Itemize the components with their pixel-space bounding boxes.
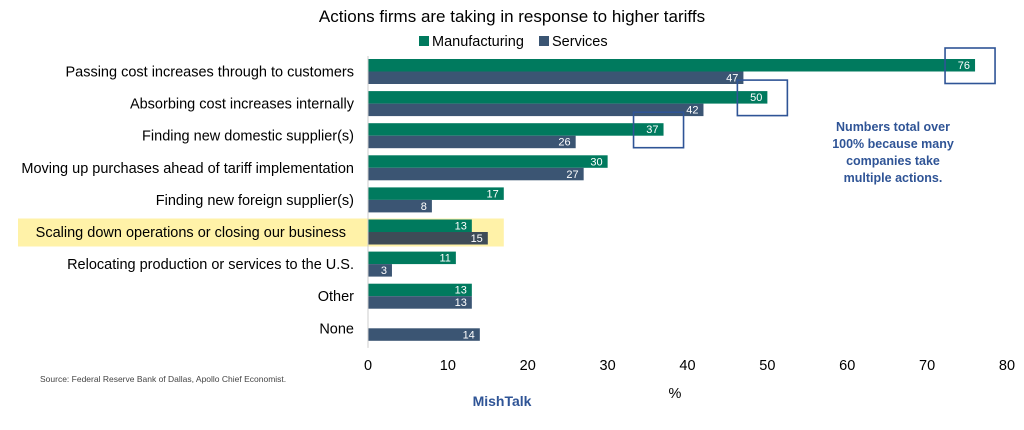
category-label-other: Other — [318, 289, 354, 305]
x-axis-label: % — [669, 386, 682, 402]
bar-value-services-scaling-down-operations-or-closing-our-business: 15 — [471, 233, 483, 245]
category-label-none: None — [319, 321, 354, 337]
bar-value-services-relocating-production-or-services-to-the-u-s: 3 — [381, 265, 387, 277]
x-tick-label: 70 — [919, 358, 935, 374]
legend-label-services: Services — [552, 34, 608, 50]
bar-services-relocating-production-or-services-to-the-u-s — [368, 264, 392, 277]
bar-services-other — [368, 296, 472, 309]
bar-services-finding-new-foreign-supplier-s — [368, 199, 432, 213]
bar-manufacturing-moving-up-purchases-ahead-of-tariff-implementation — [368, 155, 608, 168]
category-label-passing-cost-increases-through-to-customers: Passing cost increases through to custom… — [65, 65, 354, 81]
bar-services-finding-new-domestic-supplier-s — [368, 135, 576, 149]
bar-value-manufacturing-relocating-production-or-services-to-the-u-s: 11 — [439, 253, 450, 265]
legend-swatch-manufacturing — [419, 36, 429, 46]
bar-manufacturing-absorbing-cost-increases-internally — [368, 91, 768, 104]
source-text: Source: Federal Reserve Bank of Dallas, … — [40, 374, 286, 384]
bar-value-manufacturing-passing-cost-increases-through-to-customers: 76 — [958, 60, 970, 72]
bar-manufacturing-finding-new-domestic-supplier-s — [368, 123, 664, 136]
bar-services-none — [368, 328, 480, 341]
bar-value-manufacturing-finding-new-domestic-supplier-s: 37 — [646, 124, 658, 136]
category-label-relocating-production-or-services-to-the-u-s: Relocating production or services to the… — [67, 257, 354, 273]
bar-value-manufacturing-other: 13 — [455, 285, 467, 297]
bar-value-services-moving-up-purchases-ahead-of-tariff-implementation: 27 — [566, 169, 578, 181]
bar-value-services-other: 13 — [455, 297, 467, 309]
x-tick-label: 20 — [520, 358, 536, 374]
bar-services-moving-up-purchases-ahead-of-tariff-implementation — [368, 167, 584, 181]
bar-value-manufacturing-finding-new-foreign-supplier-s: 17 — [487, 188, 499, 200]
legend-label-manufacturing: Manufacturing — [432, 34, 524, 50]
x-tick-label: 0 — [364, 358, 372, 374]
bar-value-manufacturing-moving-up-purchases-ahead-of-tariff-implementation: 30 — [590, 156, 602, 168]
x-tick-label: 40 — [679, 358, 695, 374]
legend-swatch-services — [539, 36, 549, 46]
bar-value-services-passing-cost-increases-through-to-customers: 47 — [726, 73, 738, 85]
category-label-moving-up-purchases-ahead-of-tariff-implementation: Moving up purchases ahead of tariff impl… — [21, 161, 354, 177]
bar-manufacturing-scaling-down-operations-or-closing-our-business — [368, 219, 472, 232]
bar-value-services-none: 14 — [463, 329, 475, 341]
bar-value-manufacturing-absorbing-cost-increases-internally: 50 — [750, 92, 762, 104]
category-label-scaling-down-operations-or-closing-our-business: Scaling down operations or closing our b… — [36, 225, 346, 241]
category-label-finding-new-domestic-supplier-s: Finding new domestic supplier(s) — [142, 129, 354, 145]
chart-title: Actions firms are taking in response to … — [319, 7, 705, 26]
value-highlight-box — [736, 79, 789, 117]
brand-watermark: MishTalk — [473, 393, 532, 409]
bar-value-services-absorbing-cost-increases-internally: 42 — [686, 105, 698, 117]
value-highlight-box — [632, 111, 685, 149]
bar-value-services-finding-new-foreign-supplier-s: 8 — [421, 201, 427, 213]
bar-manufacturing-other — [368, 283, 472, 297]
x-tick-label: 30 — [600, 358, 616, 374]
bar-services-passing-cost-increases-through-to-customers — [368, 71, 744, 84]
legend: Manufacturing Services — [419, 34, 608, 50]
bar-services-absorbing-cost-increases-internally — [368, 103, 704, 117]
x-tick-label: 60 — [839, 358, 855, 374]
bar-value-services-finding-new-domestic-supplier-s: 26 — [558, 137, 570, 149]
x-tick-label: 80 — [999, 358, 1015, 374]
category-label-absorbing-cost-increases-internally: Absorbing cost increases internally — [130, 97, 355, 113]
annotation-note: Numbers total over 100% because many compa… — [832, 120, 954, 185]
bar-manufacturing-relocating-production-or-services-to-the-u-s — [368, 251, 456, 265]
bar-services-scaling-down-operations-or-closing-our-business — [368, 232, 488, 245]
category-label-finding-new-foreign-supplier-s: Finding new foreign supplier(s) — [156, 193, 354, 209]
x-tick-label: 50 — [759, 358, 775, 374]
bar-manufacturing-passing-cost-increases-through-to-customers — [368, 59, 976, 72]
x-tick-label: 10 — [440, 358, 456, 374]
value-highlight-box — [944, 47, 996, 85]
bar-value-manufacturing-scaling-down-operations-or-closing-our-business: 13 — [455, 221, 467, 233]
bar-manufacturing-finding-new-foreign-supplier-s — [368, 187, 504, 200]
